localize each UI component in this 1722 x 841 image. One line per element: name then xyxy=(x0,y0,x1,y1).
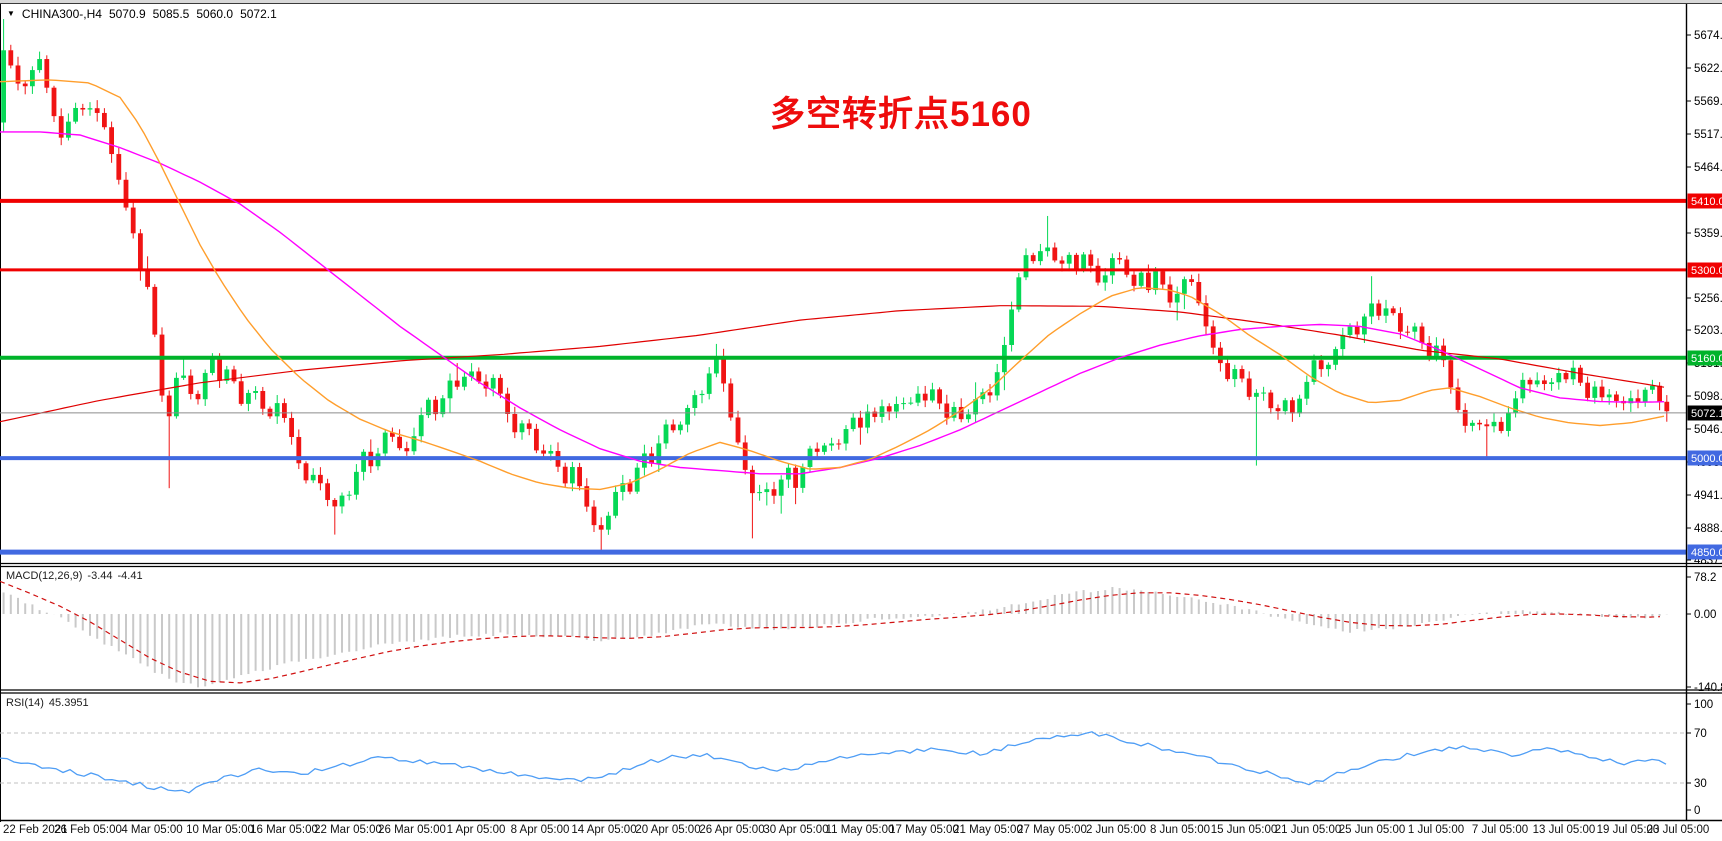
rsi-name: RSI(14) xyxy=(6,697,44,709)
svg-text:5359.5: 5359.5 xyxy=(1694,228,1722,240)
svg-text:-140.88: -140.88 xyxy=(1694,682,1722,694)
horizontal-lines xyxy=(0,198,1686,555)
ma-magenta-line xyxy=(0,131,1665,475)
svg-text:1 Apr 05:00: 1 Apr 05:00 xyxy=(447,824,506,836)
ohlc-values: 5070.9 5085.5 5060.0 5072.1 xyxy=(109,7,277,21)
svg-text:21 Jun 05:00: 21 Jun 05:00 xyxy=(1275,824,1342,836)
svg-text:0: 0 xyxy=(1694,805,1700,817)
candlestick-series xyxy=(1,19,1670,551)
svg-text:26 Feb 05:00: 26 Feb 05:00 xyxy=(54,824,122,836)
svg-text:17 May 05:00: 17 May 05:00 xyxy=(889,824,959,836)
svg-text:5160.0: 5160.0 xyxy=(1691,353,1722,365)
svg-text:4888.5: 4888.5 xyxy=(1694,523,1722,535)
svg-text:30: 30 xyxy=(1694,778,1707,790)
low-value: 5060.0 xyxy=(196,7,234,21)
rsi-line xyxy=(0,731,1667,794)
window-top-border xyxy=(0,0,1722,4)
svg-text:8 Apr 05:00: 8 Apr 05:00 xyxy=(511,824,570,836)
svg-text:5000.0: 5000.0 xyxy=(1691,453,1722,465)
svg-text:26 Mar 05:00: 26 Mar 05:00 xyxy=(378,824,446,836)
symbol-info-bar: ▼ CHINA300-,H4 5070.9 5085.5 5060.0 5072… xyxy=(7,7,277,21)
svg-text:22 Feb 2021: 22 Feb 2021 xyxy=(3,824,68,836)
svg-text:8 Jun 05:00: 8 Jun 05:00 xyxy=(1150,824,1210,836)
macd-indicator-label: MACD(12,26,9) -3.44 -4.41 xyxy=(6,570,143,582)
symbol-period-label: CHINA300-,H4 xyxy=(21,7,102,21)
svg-text:4850.0: 4850.0 xyxy=(1691,547,1722,559)
svg-text:1 Jul 05:00: 1 Jul 05:00 xyxy=(1408,824,1464,836)
svg-text:16 Mar 05:00: 16 Mar 05:00 xyxy=(250,824,318,836)
svg-text:78.2: 78.2 xyxy=(1694,572,1716,584)
ma-orange-line xyxy=(0,79,1665,491)
svg-text:7 Jul 05:00: 7 Jul 05:00 xyxy=(1472,824,1528,836)
macd-signal-value: -4.41 xyxy=(117,570,143,582)
svg-text:5072.1: 5072.1 xyxy=(1691,408,1722,420)
svg-text:5046.0: 5046.0 xyxy=(1694,424,1722,436)
svg-text:70: 70 xyxy=(1694,728,1707,740)
svg-text:5464.5: 5464.5 xyxy=(1694,162,1722,174)
svg-text:5517.0: 5517.0 xyxy=(1694,129,1722,141)
svg-text:5098.5: 5098.5 xyxy=(1694,391,1722,403)
svg-text:5256.0: 5256.0 xyxy=(1694,293,1722,305)
svg-text:20 Apr 05:00: 20 Apr 05:00 xyxy=(635,824,700,836)
svg-text:26 Apr 05:00: 26 Apr 05:00 xyxy=(699,824,764,836)
svg-text:4941.0: 4941.0 xyxy=(1694,490,1722,502)
panel-frames xyxy=(0,4,1722,822)
svg-text:5569.5: 5569.5 xyxy=(1694,96,1722,108)
macd-main-value: -3.44 xyxy=(87,570,113,582)
svg-text:22 Mar 05:00: 22 Mar 05:00 xyxy=(314,824,382,836)
close-value: 5072.1 xyxy=(240,7,277,21)
svg-text:25 Jun 05:00: 25 Jun 05:00 xyxy=(1339,824,1406,836)
svg-text:5300.0: 5300.0 xyxy=(1691,265,1722,277)
svg-text:100: 100 xyxy=(1694,699,1713,711)
rsi-level-lines xyxy=(0,732,1686,784)
svg-text:19 Jul 05:00: 19 Jul 05:00 xyxy=(1597,824,1660,836)
svg-text:5622.0: 5622.0 xyxy=(1694,63,1722,75)
svg-text:5674.5: 5674.5 xyxy=(1694,30,1722,42)
svg-text:30 Apr 05:00: 30 Apr 05:00 xyxy=(763,824,828,836)
svg-text:0.00: 0.00 xyxy=(1694,609,1716,621)
svg-text:11 May 05:00: 11 May 05:00 xyxy=(826,824,895,836)
high-value: 5085.5 xyxy=(152,7,190,21)
svg-text:5203.5: 5203.5 xyxy=(1694,325,1722,337)
svg-text:13 Jul 05:00: 13 Jul 05:00 xyxy=(1533,824,1596,836)
svg-text:15 Jun 05:00: 15 Jun 05:00 xyxy=(1211,824,1278,836)
svg-text:27 May 05:00: 27 May 05:00 xyxy=(1017,824,1087,836)
price-axis: 5674.5 5622.0 5569.5 5517.0 5464.5 5359.5 5256… xyxy=(1686,30,1722,817)
svg-text:2 Jun 05:00: 2 Jun 05:00 xyxy=(1086,824,1146,836)
open-value: 5070.9 xyxy=(108,7,146,21)
svg-text:21 May 05:00: 21 May 05:00 xyxy=(953,824,1023,836)
rsi-value: 45.3951 xyxy=(48,697,89,709)
chart-text-annotation: 多空转折点5160 xyxy=(770,95,1032,134)
rsi-indicator-label: RSI(14) 45.3951 xyxy=(6,697,89,709)
svg-text:23 Jul 05:00: 23 Jul 05:00 xyxy=(1647,824,1710,836)
svg-text:5410.0: 5410.0 xyxy=(1691,196,1722,208)
ohlc-toggle-caret[interactable]: ▼ xyxy=(7,9,15,18)
macd-histogram xyxy=(2,587,1668,688)
ma-red-line xyxy=(0,305,1665,423)
macd-name: MACD(12,26,9) xyxy=(6,570,83,582)
svg-text:10 Mar 05:00: 10 Mar 05:00 xyxy=(186,824,254,836)
macd-signal-line xyxy=(0,580,1661,684)
svg-text:4 Mar 05:00: 4 Mar 05:00 xyxy=(121,824,182,836)
price-badges: 5410.0 5300.0 5160.0 5072.1 5000.0 4850.0 xyxy=(1687,193,1722,560)
svg-text:14 Apr 05:00: 14 Apr 05:00 xyxy=(571,824,636,836)
